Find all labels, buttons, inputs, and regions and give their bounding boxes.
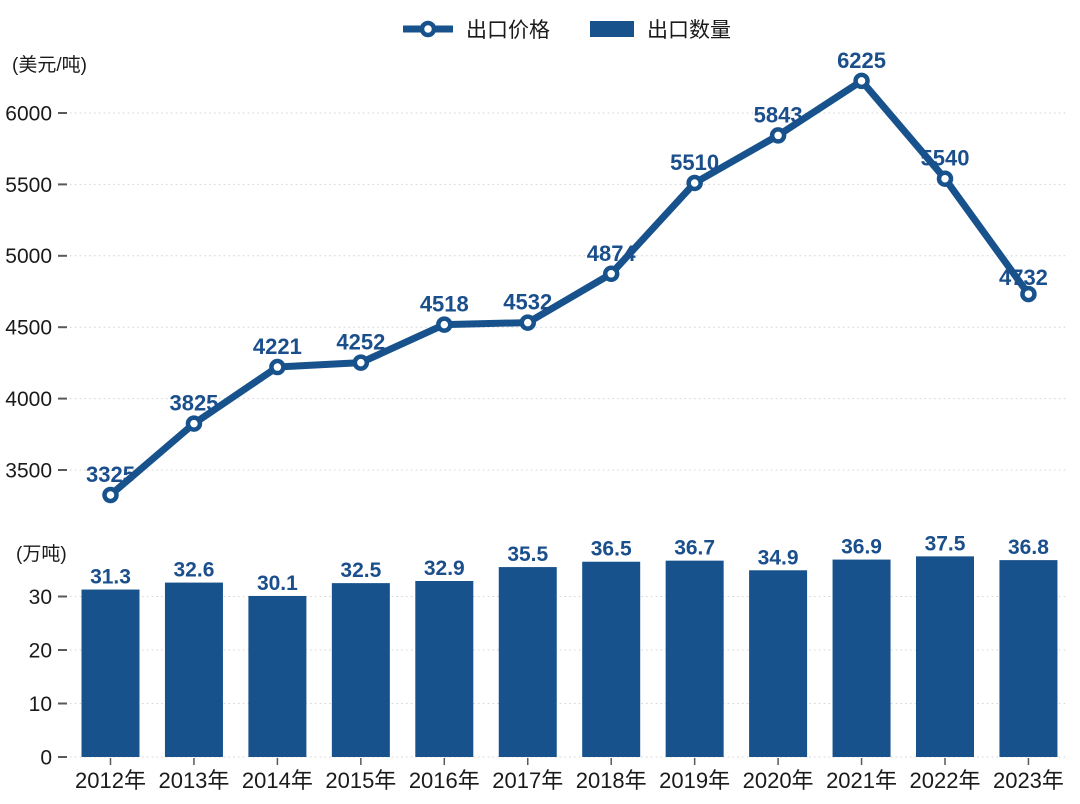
svg-text:5540: 5540 [921,146,970,171]
bar-2020年 [749,570,808,757]
svg-text:0: 0 [40,746,52,769]
svg-text:30: 30 [29,586,52,609]
legend-label-export-quantity: 出口数量 [647,19,731,42]
svg-text:31.3: 31.3 [90,566,131,589]
svg-text:2012年: 2012年 [75,768,146,793]
svg-text:4252: 4252 [336,330,385,355]
svg-text:20: 20 [29,639,52,662]
svg-text:2021年: 2021年 [826,768,897,793]
svg-text:5843: 5843 [754,102,803,127]
svg-text:5000: 5000 [5,245,52,268]
svg-text:3325: 3325 [86,462,135,487]
quantity-bar-series [81,556,1058,757]
svg-text:2023年: 2023年 [993,768,1064,793]
bar-swatch-icon [590,21,634,37]
point-2014年 [269,358,286,376]
bar-2013年 [164,582,223,757]
point-2021年 [853,72,870,90]
quantity-chart-axis: 0 10 20 30 [29,586,1066,769]
svg-text:4874: 4874 [587,241,637,266]
svg-text:36.8: 36.8 [1008,536,1049,559]
x-axis: 2012年 2013年 2014年 2015年 2016年 2017年 2018年 2019年… [75,758,1064,793]
svg-text:4532: 4532 [503,290,552,315]
svg-text:5500: 5500 [5,174,52,197]
price-chart-axis: 3500 4000 4500 5000 5500 6000 [5,102,1066,482]
svg-text:4732: 4732 [999,265,1048,290]
bar-2022年 [916,556,974,757]
quantity-bar-labels: 31.3 32.6 30.1 32.5 32.9 35.5 36.5 36.7 34.9 36.9… [90,532,1049,595]
bar-2023年 [999,560,1058,757]
svg-text:4500: 4500 [5,317,52,340]
bar-2016年 [415,580,474,757]
point-2017年 [519,314,536,331]
price-line-labels: 3325 3825 4221 4252 4518 4532 4874 5510 5843 6225… [86,48,1048,487]
svg-text:2020年: 2020年 [743,768,814,793]
svg-text:6225: 6225 [837,48,886,73]
svg-text:2013年: 2013年 [158,768,229,793]
legend: 出口价格 出口数量 [403,14,731,44]
svg-text:36.9: 36.9 [841,536,882,559]
svg-text:36.5: 36.5 [591,538,632,561]
svg-text:2022年: 2022年 [910,768,981,793]
svg-text:5510: 5510 [670,150,719,175]
svg-text:2014年: 2014年 [242,768,313,793]
bar-2012年 [81,589,140,757]
line-marker-icon [403,15,453,43]
svg-text:2015年: 2015年 [325,768,396,793]
svg-text:32.6: 32.6 [174,559,215,582]
svg-text:36.7: 36.7 [674,537,715,560]
price-axis-unit-label: (美元/吨) [12,55,87,76]
svg-text:32.5: 32.5 [340,559,381,582]
legend-item-export-quantity: 出口数量 [590,14,731,44]
svg-text:4221: 4221 [253,334,302,359]
svg-text:2019年: 2019年 [659,768,730,793]
point-2020年 [769,127,787,144]
bar-2021年 [832,559,891,757]
svg-text:35.5: 35.5 [507,543,548,566]
svg-text:4518: 4518 [420,292,469,317]
point-2013年 [185,415,203,432]
point-2023年 [1020,285,1037,303]
svg-text:37.5: 37.5 [925,532,966,555]
point-2012年 [102,486,119,504]
svg-text:2018年: 2018年 [576,768,647,793]
point-2015年 [352,354,370,371]
legend-label-export-price: 出口价格 [466,19,550,42]
bar-2017年 [498,567,557,757]
svg-text:34.9: 34.9 [758,546,799,569]
point-2019年 [686,174,703,192]
point-2018年 [602,265,620,283]
bar-2019年 [665,560,724,757]
quantity-axis-unit-label: (万吨) [16,544,67,565]
bar-2018年 [582,561,641,757]
bar-2015年 [331,583,390,757]
svg-text:32.9: 32.9 [424,557,465,580]
point-2022年 [936,170,954,187]
legend-item-export-price: 出口价格 [403,14,550,44]
bar-2014年 [248,595,307,757]
svg-text:4000: 4000 [5,388,52,411]
svg-text:6000: 6000 [5,102,52,125]
svg-text:30.1: 30.1 [257,572,298,595]
svg-text:2016年: 2016年 [409,768,480,793]
svg-text:3825: 3825 [169,391,218,416]
point-2016年 [436,316,453,333]
svg-text:2017年: 2017年 [492,768,563,793]
svg-text:10: 10 [29,693,52,716]
svg-text:3500: 3500 [5,459,52,482]
price-line-series [102,72,1037,504]
